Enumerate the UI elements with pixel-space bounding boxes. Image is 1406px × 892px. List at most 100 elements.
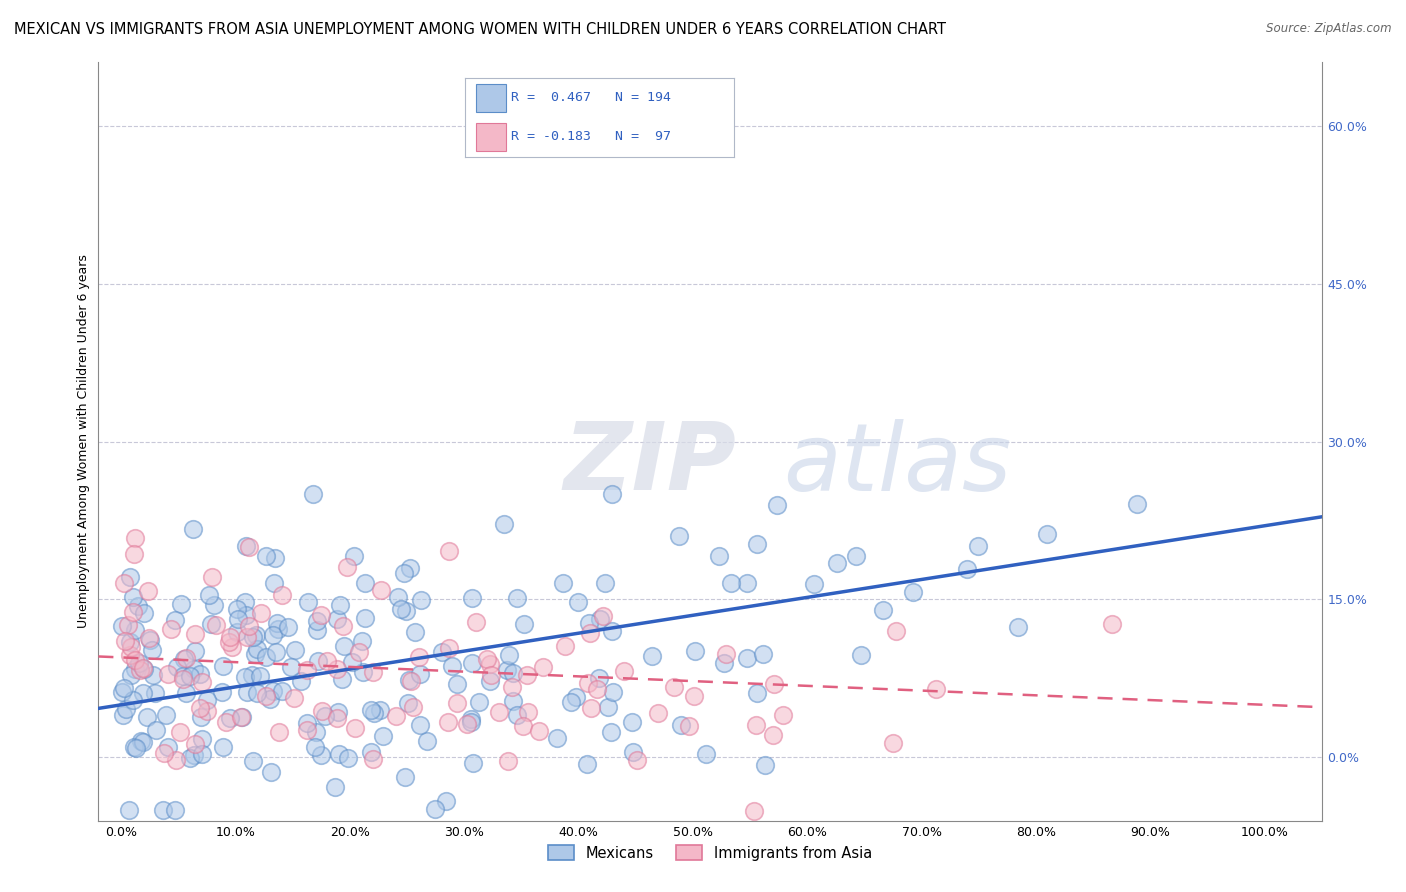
Point bbox=[231, 710, 253, 724]
Point bbox=[626, 753, 648, 767]
Point bbox=[884, 624, 907, 639]
Point bbox=[212, 739, 235, 754]
Point bbox=[246, 642, 269, 657]
Point bbox=[218, 630, 240, 644]
Point bbox=[266, 616, 288, 631]
Point bbox=[260, 764, 283, 779]
Point bbox=[263, 576, 285, 591]
Point bbox=[460, 656, 482, 670]
Point bbox=[297, 595, 319, 609]
Point bbox=[304, 740, 326, 755]
Text: atlas: atlas bbox=[783, 418, 1012, 510]
Point bbox=[825, 556, 848, 570]
Point bbox=[330, 672, 353, 686]
Point bbox=[479, 668, 502, 682]
Point bbox=[461, 756, 484, 770]
Point bbox=[347, 645, 370, 659]
Point bbox=[323, 780, 346, 794]
Point bbox=[560, 695, 582, 709]
Point bbox=[613, 665, 636, 679]
Point bbox=[329, 598, 352, 612]
Point bbox=[314, 709, 336, 723]
Point bbox=[361, 752, 384, 766]
Point bbox=[845, 549, 868, 563]
Point bbox=[283, 691, 305, 706]
Point bbox=[512, 617, 534, 632]
Point bbox=[226, 624, 249, 639]
Point bbox=[502, 666, 524, 681]
Point bbox=[157, 739, 180, 754]
Point bbox=[155, 707, 177, 722]
Point bbox=[456, 716, 478, 731]
Point bbox=[695, 747, 717, 762]
Point bbox=[124, 662, 146, 676]
Point bbox=[506, 591, 529, 605]
Point bbox=[211, 685, 233, 699]
Point bbox=[245, 627, 267, 641]
Point bbox=[295, 723, 318, 737]
Point bbox=[166, 660, 188, 674]
Point bbox=[394, 770, 416, 784]
Point bbox=[416, 733, 439, 747]
Point bbox=[132, 660, 155, 674]
Point bbox=[589, 612, 612, 626]
Point bbox=[385, 709, 408, 723]
Point bbox=[496, 754, 519, 768]
Point bbox=[124, 653, 146, 667]
Point bbox=[432, 645, 454, 659]
Point bbox=[478, 674, 501, 689]
Point bbox=[305, 623, 328, 637]
Point bbox=[152, 803, 174, 817]
Point bbox=[460, 712, 482, 726]
Point bbox=[437, 715, 460, 730]
Point bbox=[183, 748, 205, 763]
Point bbox=[229, 710, 252, 724]
Point bbox=[135, 710, 157, 724]
Point bbox=[512, 719, 534, 733]
Point bbox=[124, 623, 146, 637]
Point bbox=[529, 724, 551, 739]
Point bbox=[125, 741, 148, 756]
Point bbox=[399, 561, 422, 575]
Point bbox=[134, 662, 156, 676]
Point bbox=[143, 686, 166, 700]
Point bbox=[191, 675, 214, 690]
Point bbox=[494, 516, 516, 531]
Point bbox=[215, 715, 238, 730]
Point bbox=[262, 627, 284, 641]
Point bbox=[434, 794, 457, 808]
Point bbox=[118, 635, 141, 649]
Point bbox=[586, 681, 609, 696]
Point bbox=[882, 736, 904, 750]
Point bbox=[361, 665, 384, 679]
Point bbox=[370, 702, 392, 716]
Point bbox=[129, 663, 152, 677]
Point bbox=[170, 597, 193, 611]
Point bbox=[124, 547, 146, 561]
Point bbox=[305, 614, 328, 628]
Point bbox=[599, 725, 621, 739]
Point bbox=[165, 753, 187, 767]
Point bbox=[238, 618, 260, 632]
Point bbox=[226, 612, 249, 626]
Point bbox=[446, 696, 468, 710]
Point bbox=[546, 731, 568, 745]
Point bbox=[118, 803, 141, 817]
Point bbox=[190, 710, 212, 724]
Point bbox=[211, 659, 233, 673]
Point bbox=[602, 685, 624, 699]
Point bbox=[600, 624, 623, 638]
Point bbox=[117, 617, 139, 632]
Point bbox=[460, 715, 482, 730]
Point bbox=[468, 695, 491, 709]
Point bbox=[328, 747, 350, 761]
Point bbox=[747, 686, 769, 700]
Point bbox=[267, 724, 290, 739]
Point bbox=[735, 575, 758, 590]
Point bbox=[132, 606, 155, 620]
Point bbox=[402, 699, 425, 714]
Point bbox=[505, 708, 527, 723]
Point bbox=[122, 605, 145, 619]
Point bbox=[307, 654, 329, 668]
Point bbox=[502, 694, 524, 708]
